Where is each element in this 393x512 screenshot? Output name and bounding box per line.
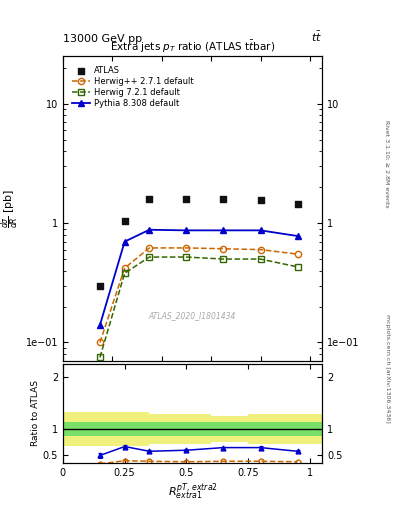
ATLAS [97,282,103,290]
Herwig 7.2.1 default [184,254,189,260]
Text: ATLAS_2020_I1801434: ATLAS_2020_I1801434 [149,311,236,320]
Herwig 7.2.1 default [295,264,300,270]
X-axis label: $R^{pT,\,extra2}_{extra1}$: $R^{pT,\,extra2}_{extra1}$ [167,481,218,502]
Herwig++ 2.7.1 default [122,265,127,271]
Pythia 8.308 default [122,239,127,245]
Pythia 8.308 default [258,227,263,233]
Text: Rivet 3.1.10; ≥ 2.8M events: Rivet 3.1.10; ≥ 2.8M events [385,120,389,208]
Y-axis label: Ratio to ATLAS: Ratio to ATLAS [31,380,40,446]
Herwig 7.2.1 default [258,256,263,262]
Herwig 7.2.1 default [97,354,102,360]
Y-axis label: $\frac{d\sigma}{dR}$ [pb]: $\frac{d\sigma}{dR}$ [pb] [0,189,21,228]
ATLAS [220,195,227,203]
Herwig++ 2.7.1 default [97,339,102,346]
Legend: ATLAS, Herwig++ 2.7.1 default, Herwig 7.2.1 default, Pythia 8.308 default: ATLAS, Herwig++ 2.7.1 default, Herwig 7.… [70,63,196,111]
Pythia 8.308 default [147,227,152,233]
Text: mcplots.cern.ch [arXiv:1306.3436]: mcplots.cern.ch [arXiv:1306.3436] [385,314,389,423]
Text: 13000 GeV pp: 13000 GeV pp [63,33,142,44]
Herwig 7.2.1 default [221,256,226,262]
Title: Extra jets $p_T$ ratio (ATLAS t$\bar{t}$bar): Extra jets $p_T$ ratio (ATLAS t$\bar{t}$… [110,38,275,55]
Text: $t\bar{t}$: $t\bar{t}$ [311,29,322,44]
ATLAS [121,217,128,225]
ATLAS [294,200,301,208]
ATLAS [257,196,264,204]
ATLAS [146,195,152,203]
Pythia 8.308 default [97,322,102,328]
Herwig++ 2.7.1 default [221,246,226,252]
Herwig++ 2.7.1 default [147,245,152,251]
Line: Herwig++ 2.7.1 default: Herwig++ 2.7.1 default [97,245,301,346]
Pythia 8.308 default [295,233,300,239]
Herwig 7.2.1 default [122,270,127,276]
Herwig++ 2.7.1 default [184,245,189,251]
Herwig++ 2.7.1 default [258,247,263,253]
Pythia 8.308 default [221,227,226,233]
Line: Herwig 7.2.1 default: Herwig 7.2.1 default [97,254,301,360]
Line: Pythia 8.308 default: Pythia 8.308 default [97,227,301,328]
Herwig 7.2.1 default [147,254,152,260]
Pythia 8.308 default [184,227,189,233]
Herwig++ 2.7.1 default [295,251,300,257]
ATLAS [183,195,189,203]
